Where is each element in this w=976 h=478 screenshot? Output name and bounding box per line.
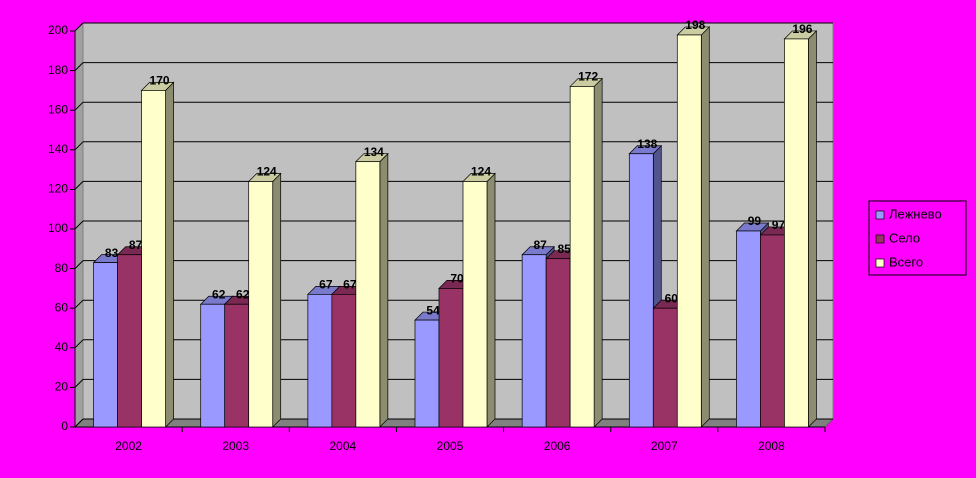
x-tick-label: 2005 [437,439,464,453]
grid-line-side [74,299,84,309]
x-tick-label: 2003 [222,439,249,453]
bar-side [486,172,496,428]
grid-line-side [74,260,84,269]
value-label: 67 [319,278,333,292]
grid-line-side [74,22,84,32]
y-tick-label: 20 [55,380,69,394]
grid-line-side [74,181,84,190]
legend-swatch [875,258,885,268]
bar-side [700,26,710,428]
bar [521,254,547,428]
bar-group [247,172,282,428]
legend-swatch [875,210,885,220]
bar [307,293,333,428]
value-label: 172 [578,70,598,84]
bar [355,161,381,428]
y-tick-label: 140 [48,142,68,156]
value-label: 124 [257,165,277,179]
legend-label: Лежнево [889,206,942,221]
value-label: 62 [212,287,226,301]
bar [736,230,761,428]
bar-side [165,81,174,428]
y-tick-label: 40 [55,340,69,354]
value-label: 196 [792,22,812,36]
value-label: 87 [533,238,547,252]
bar-side [593,77,603,428]
legend-box [868,200,967,276]
value-label: 83 [105,246,119,260]
grid-line-side [74,418,84,428]
bar [414,319,440,428]
y-tick-label: 180 [48,63,68,77]
bar-group [355,152,389,428]
bar [141,90,166,428]
value-label: 54 [426,303,440,317]
value-label: 138 [637,137,657,151]
bar-group [783,30,818,428]
value-label: 62 [236,287,250,301]
x-tick-label: 2002 [115,439,142,453]
bar-group [676,26,711,428]
value-label: 97 [772,218,786,232]
x-tick-label: 2004 [330,439,357,453]
bar [93,262,118,428]
value-label: 87 [129,238,143,252]
value-label: 85 [557,242,571,256]
bar [569,86,595,428]
bar [438,288,464,428]
y-tick-label: 120 [48,182,68,196]
bar-group [199,295,234,428]
grid-line-side [74,339,84,349]
bar [200,303,226,428]
bar-group [462,172,496,428]
legend-label: Село [889,230,920,245]
bar [652,307,678,428]
value-label: 170 [150,74,170,88]
bar-group [569,77,603,428]
grid-line-side [74,62,84,71]
value-label: 124 [471,165,491,179]
bar [248,181,274,428]
value-label: 134 [364,145,384,159]
x-tick-label: 2008 [758,439,785,453]
value-label: 99 [748,214,762,228]
value-label: 60 [665,291,679,305]
y-tick-label: 80 [55,261,69,275]
y-tick-label: 60 [55,300,69,314]
y-tick-label: 0 [61,419,68,433]
bar [784,38,809,428]
x-tick-label: 2007 [651,439,678,453]
y-tick-label: 100 [48,221,68,235]
bar [628,153,654,428]
bar [545,258,571,428]
value-label: 198 [685,18,705,32]
bar [462,181,488,428]
y-tick-label: 200 [48,23,68,37]
value-label: 67 [343,278,357,292]
bar [331,293,357,428]
value-label: 70 [450,272,464,286]
bar [676,34,702,428]
y-tick-label: 160 [48,102,68,116]
bar-side [272,172,282,428]
legend-label: Всего [889,254,923,269]
x-tick-label: 2006 [544,439,571,453]
bar-side [808,30,817,428]
bar-group [140,81,175,428]
bar [760,234,785,428]
bar [117,254,142,428]
bar [224,303,250,428]
legend-swatch [875,234,885,244]
grid-line-side [74,379,84,388]
grid-line-side [74,141,84,151]
bar-side [379,152,389,428]
grid-line-side [74,101,84,111]
grid-line-side [74,220,84,230]
